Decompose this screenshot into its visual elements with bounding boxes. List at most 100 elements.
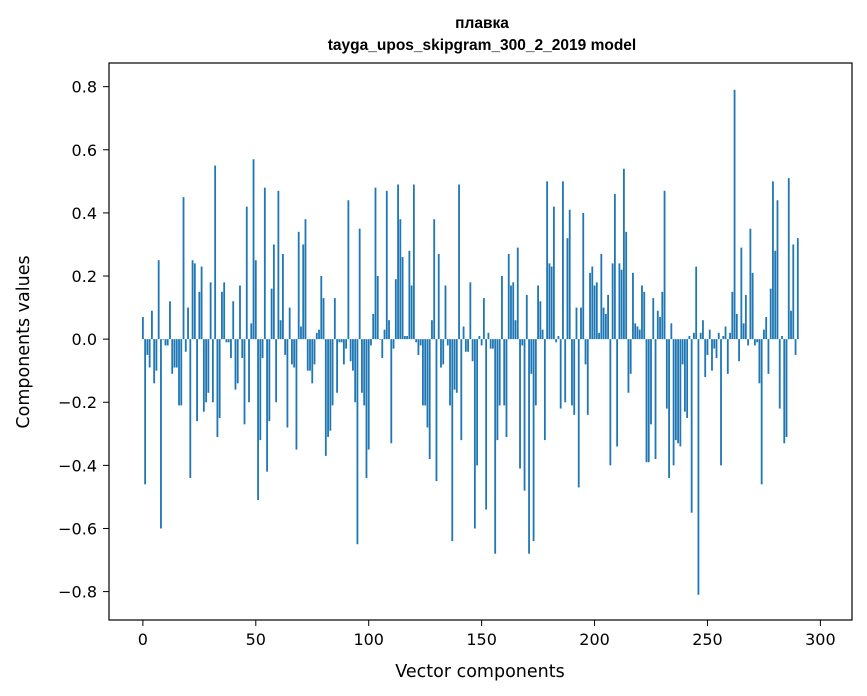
bar-101 — [370, 339, 372, 346]
chart-subtitle: tayga_upos_skipgram_300_2_2019 model — [328, 37, 636, 54]
bar-6 — [155, 339, 158, 371]
bar-118 — [408, 250, 411, 340]
bar-13 — [171, 339, 174, 374]
bar-237 — [677, 339, 680, 444]
bar-46 — [245, 206, 248, 340]
bar-185 — [559, 339, 562, 409]
bar-163 — [510, 285, 512, 340]
bar-264 — [738, 339, 740, 362]
bar-99 — [365, 339, 368, 478]
bar-111 — [392, 339, 395, 349]
bar-283 — [781, 335, 783, 340]
bar-12 — [169, 301, 171, 340]
bar-255 — [717, 332, 720, 340]
bar-19 — [184, 339, 187, 352]
bar-150 — [480, 339, 483, 346]
bar-25 — [198, 291, 201, 340]
bar-7 — [157, 260, 160, 340]
y-tick-label: −0.2 — [58, 393, 97, 412]
bar-35 — [221, 291, 223, 340]
bar-22 — [191, 260, 194, 340]
bar-48 — [250, 323, 253, 340]
bar-164 — [512, 282, 515, 340]
bar-228 — [656, 310, 659, 340]
bar-58 — [272, 244, 275, 340]
bar-138 — [453, 339, 456, 390]
bar-266 — [742, 323, 745, 340]
bar-51 — [257, 339, 259, 501]
bar-259 — [726, 339, 729, 374]
bar-204 — [602, 307, 605, 340]
bar-49 — [252, 159, 255, 340]
bar-240 — [683, 339, 686, 412]
bar-100 — [367, 339, 370, 450]
bar-160 — [503, 339, 506, 406]
bar-175 — [537, 285, 539, 340]
bar-8 — [160, 339, 162, 529]
bar-257 — [722, 335, 725, 340]
x-tick-label: 300 — [805, 630, 836, 649]
bar-2 — [146, 339, 149, 355]
bar-201 — [595, 282, 598, 340]
bar-258 — [724, 326, 727, 340]
bar-212 — [620, 269, 623, 340]
bar-192 — [575, 307, 578, 340]
bar-40 — [232, 301, 235, 340]
bar-3 — [148, 339, 151, 368]
y-axis-ticks: 0.8 0.6 0.4 0.2 0.0 −0.2 −0.4 −0.6 −0.8 — [58, 78, 109, 602]
bar-275 — [763, 329, 765, 340]
bar-120 — [412, 184, 415, 340]
bar-57 — [270, 288, 273, 340]
bar-104 — [376, 276, 379, 340]
bar-114 — [399, 219, 402, 340]
bar-109 — [388, 320, 390, 340]
bar-178 — [543, 339, 546, 441]
bar-86 — [336, 339, 338, 393]
bar-1 — [144, 339, 147, 485]
bar-116 — [403, 335, 406, 340]
bar-261 — [731, 291, 734, 340]
bar-152 — [485, 339, 488, 510]
bar-69 — [297, 231, 300, 340]
bar-53 — [261, 339, 264, 359]
bar-157 — [496, 339, 499, 441]
bar-105 — [379, 339, 381, 340]
bar-225 — [650, 339, 652, 425]
bar-208 — [611, 263, 614, 340]
bar-272 — [756, 339, 759, 343]
bar-20 — [187, 307, 189, 340]
bar-249 — [704, 339, 707, 377]
bar-284 — [783, 339, 786, 444]
bar-196 — [584, 339, 587, 365]
bar-72 — [304, 219, 307, 340]
bar-224 — [647, 339, 650, 463]
bar-273 — [758, 339, 761, 384]
bar-16 — [178, 339, 180, 406]
bar-50 — [254, 260, 257, 340]
bar-193 — [577, 339, 580, 488]
bar-251 — [708, 329, 711, 340]
bar-183 — [555, 339, 558, 343]
bar-122 — [417, 339, 420, 355]
bar-28 — [205, 339, 208, 403]
bar-65 — [288, 307, 291, 340]
bar-256 — [720, 339, 722, 466]
y-tick-label: −0.6 — [58, 519, 97, 538]
bar-281 — [776, 200, 779, 340]
bar-117 — [406, 335, 409, 340]
bar-56 — [268, 339, 271, 422]
bar-15 — [175, 339, 178, 368]
bar-78 — [318, 329, 320, 340]
bar-139 — [455, 339, 458, 393]
bar-171 — [528, 339, 530, 554]
y-tick-label: 0.8 — [72, 78, 97, 97]
bar-27 — [202, 339, 205, 412]
y-axis-label: Components values — [14, 255, 34, 428]
bar-202 — [598, 332, 600, 340]
bar-253 — [713, 339, 716, 349]
bar-149 — [478, 335, 481, 340]
bar-75 — [311, 339, 314, 384]
bar-181 — [550, 266, 553, 340]
bar-190 — [571, 339, 573, 406]
bar-52 — [259, 339, 262, 441]
